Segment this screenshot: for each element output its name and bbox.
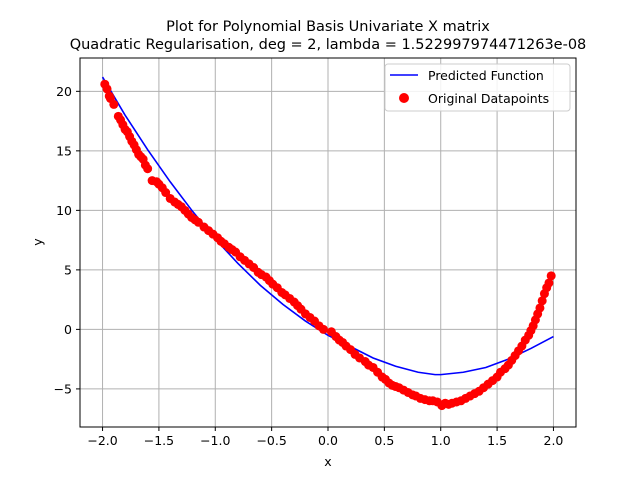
legend: Predicted Function Original Datapoints <box>384 63 571 112</box>
data-point <box>537 296 547 306</box>
x-tick-label: 2.0 <box>544 433 564 448</box>
x-tick-label: 1.0 <box>431 433 451 448</box>
y-tick-label: 15 <box>56 143 72 158</box>
legend-box <box>384 63 571 112</box>
chart-subtitle: Quadratic Regularisation, deg = 2, lambd… <box>70 37 587 53</box>
x-tick-label: −2.0 <box>87 433 117 448</box>
data-point <box>546 271 556 281</box>
x-axis-label: x <box>324 454 331 469</box>
x-tick-label: 0.5 <box>374 433 394 448</box>
y-tick-label: 0 <box>64 322 72 337</box>
x-tick-label: −1.0 <box>200 433 230 448</box>
data-point <box>318 324 328 334</box>
data-point <box>544 278 554 288</box>
data-point <box>535 303 545 313</box>
data-point <box>143 164 153 174</box>
y-axis-label: y <box>30 238 45 246</box>
legend-label-predicted: Predicted Function <box>428 68 544 83</box>
x-tick-label: 0.0 <box>318 433 338 448</box>
x-tick-label: −0.5 <box>256 433 286 448</box>
plot-content <box>100 76 556 411</box>
data-point <box>102 84 112 94</box>
x-tick-label: 1.5 <box>487 433 507 448</box>
ticks: −2.0 −1.5 −1.0 −0.5 0.0 0.5 1.0 1.5 2.0 −5 0 5 10 15 2… <box>54 84 564 448</box>
data-point <box>109 99 119 109</box>
x-tick-label: −1.5 <box>144 433 174 448</box>
y-tick-label: 5 <box>64 262 72 277</box>
y-tick-label: −5 <box>54 381 72 396</box>
y-tick-label: 10 <box>56 203 72 218</box>
legend-scatter-marker <box>399 93 409 103</box>
y-tick-label: 20 <box>56 84 72 99</box>
chart-title: Plot for Polynomial Basis Univariate X m… <box>166 19 490 35</box>
legend-label-datapoints: Original Datapoints <box>428 91 549 106</box>
